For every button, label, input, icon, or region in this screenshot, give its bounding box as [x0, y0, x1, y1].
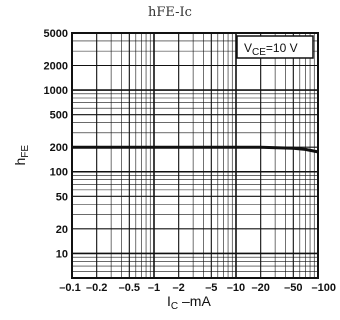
y-tick-label: 1000 — [44, 85, 68, 97]
x-tick-label: –10 — [227, 282, 245, 294]
y-tick-label: 200 — [50, 142, 68, 154]
x-tick-label: –50 — [284, 282, 302, 294]
y-tick-label: 100 — [50, 167, 68, 179]
annotation-vce: VCE=10 V — [244, 41, 298, 58]
annotation-box — [236, 35, 314, 59]
x-tick-label: –0.2 — [86, 282, 107, 294]
series-group — [72, 145, 319, 154]
y-tick-label: 50 — [56, 191, 68, 203]
y-tick-label: 20 — [56, 224, 68, 236]
y-tick-label: 2000 — [44, 60, 68, 72]
y-tick-label: 10 — [56, 248, 68, 260]
series-line — [72, 145, 319, 154]
grid — [71, 32, 318, 279]
x-tick-label: –2 — [173, 282, 185, 294]
x-tick-label: –0.1 — [59, 282, 80, 294]
y-tick-label: 500 — [50, 110, 68, 122]
x-tick-label: –0.5 — [119, 282, 140, 294]
x-axis-label: IC –mA — [167, 293, 211, 312]
x-tick-label: –5 — [205, 282, 217, 294]
y-tick-labels: 10 20 50 100 200 500 1000 2000 5000 — [44, 28, 68, 260]
x-tick-label: –20 — [252, 282, 270, 294]
y-axis-label: hFE — [12, 145, 31, 166]
x-tick-labels: –0.1 –0.2 –0.5 –1 –2 –5 –10 –20 –50 –100 — [59, 282, 336, 294]
plot-frame — [71, 32, 319, 279]
x-tick-label: –100 — [312, 282, 336, 294]
x-tick-label: –1 — [148, 282, 160, 294]
y-tick-label: 5000 — [44, 28, 68, 40]
page-title: hFE-Ic — [148, 5, 192, 20]
